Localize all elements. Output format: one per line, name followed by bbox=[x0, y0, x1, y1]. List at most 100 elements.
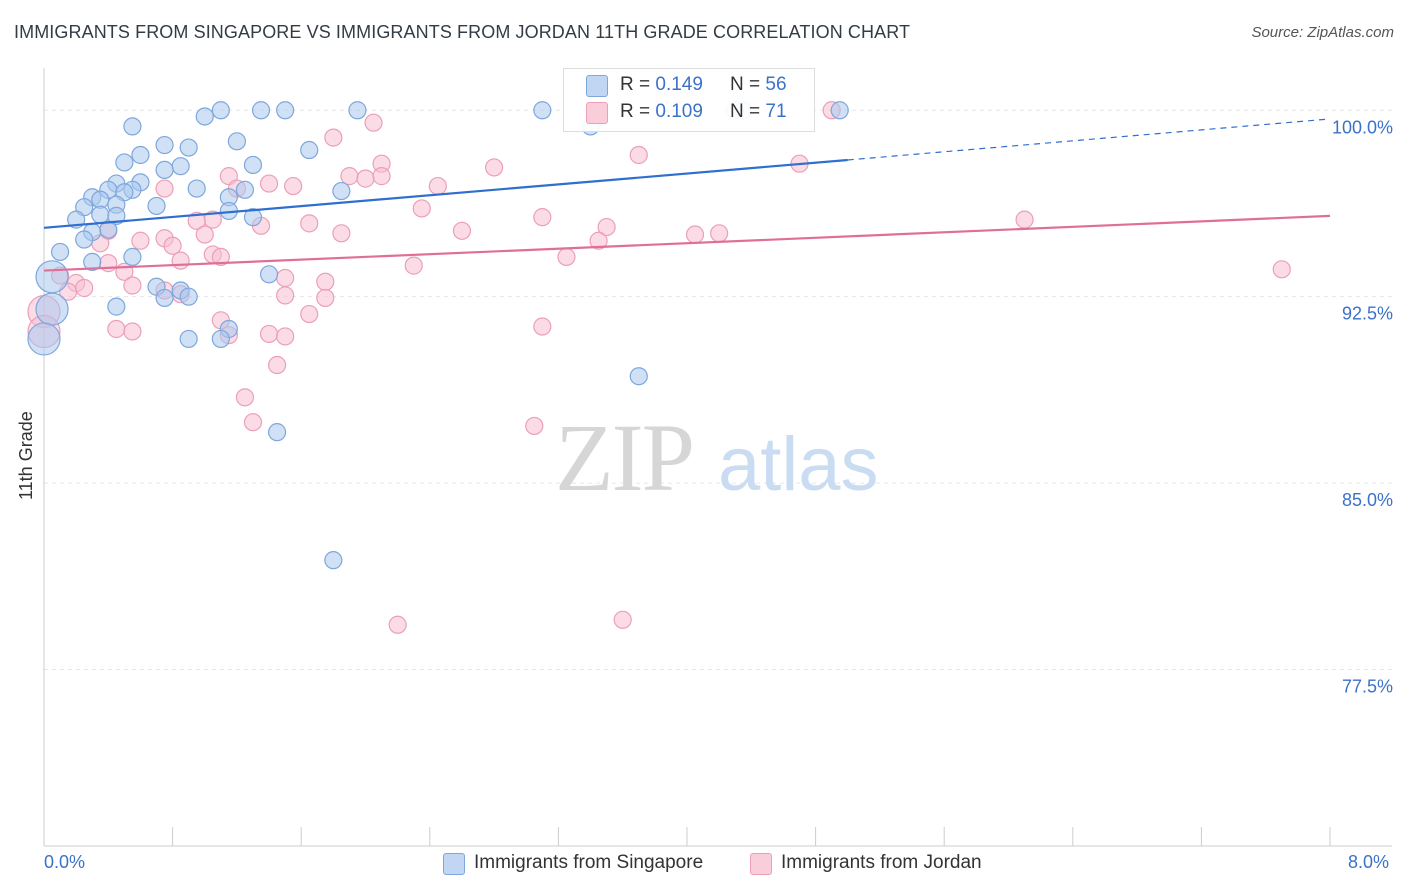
y-tick-labels: 100.0% 92.5% 85.0% 77.5% bbox=[1332, 117, 1393, 696]
data-point bbox=[131, 231, 150, 250]
data-point bbox=[324, 551, 343, 570]
bottom-legend-swatch-singapore bbox=[443, 853, 465, 875]
data-point bbox=[35, 292, 69, 326]
y-tick-label: 85.0% bbox=[1342, 490, 1393, 510]
data-point bbox=[428, 176, 447, 196]
data-point bbox=[372, 167, 391, 186]
data-point bbox=[404, 256, 423, 275]
legend-n-value-singapore: 56 bbox=[765, 74, 787, 95]
data-point bbox=[340, 167, 359, 186]
data-point bbox=[324, 128, 343, 147]
stats-legend: R = 0.149 N = 56 R = 0.109 N = 71 bbox=[563, 68, 815, 132]
data-point bbox=[123, 247, 142, 267]
data-point bbox=[1015, 210, 1034, 229]
data-point bbox=[276, 268, 295, 288]
y-tick-label: 100.0% bbox=[1332, 117, 1393, 137]
watermark: ZIP atlas bbox=[555, 404, 879, 511]
bottom-legend-label-jordan: Immigrants from Jordan bbox=[781, 852, 982, 873]
data-point bbox=[75, 278, 94, 298]
data-point bbox=[211, 247, 230, 267]
data-point bbox=[107, 319, 126, 339]
data-point bbox=[251, 101, 271, 120]
data-point bbox=[710, 224, 729, 243]
data-point bbox=[179, 329, 198, 349]
data-point bbox=[267, 355, 287, 375]
data-point bbox=[267, 423, 287, 442]
data-point bbox=[316, 272, 335, 291]
data-point bbox=[300, 140, 319, 160]
data-point bbox=[75, 230, 94, 249]
data-point bbox=[195, 107, 214, 126]
legend-n-value-jordan: 71 bbox=[765, 101, 787, 122]
legend-n-label: N = bbox=[730, 74, 761, 95]
data-point bbox=[27, 322, 61, 356]
data-point bbox=[187, 211, 206, 230]
data-point bbox=[155, 135, 174, 155]
data-point bbox=[155, 179, 174, 198]
trend-lines bbox=[43, 118, 1331, 272]
data-point bbox=[83, 252, 102, 271]
trend-line-jordan bbox=[43, 214, 1331, 272]
data-point bbox=[243, 208, 263, 227]
data-point bbox=[235, 180, 255, 199]
data-point bbox=[597, 217, 616, 237]
data-point bbox=[533, 208, 552, 227]
data-point bbox=[300, 304, 319, 324]
data-point bbox=[123, 322, 142, 341]
data-point bbox=[1272, 260, 1291, 279]
data-point bbox=[284, 176, 303, 196]
data-point bbox=[629, 145, 648, 165]
data-point bbox=[50, 242, 70, 262]
axes bbox=[43, 68, 1392, 847]
data-point bbox=[533, 317, 552, 336]
data-point bbox=[685, 225, 705, 244]
legend-r-value-singapore: 0.149 bbox=[655, 74, 703, 95]
data-point bbox=[557, 247, 576, 267]
legend-r-value-jordan: 0.109 bbox=[655, 101, 703, 122]
data-point bbox=[629, 367, 648, 386]
data-point bbox=[364, 113, 383, 132]
data-point bbox=[35, 260, 69, 294]
legend-r-label: R = bbox=[620, 101, 651, 122]
legend-n-label: N = bbox=[730, 101, 761, 122]
data-point bbox=[147, 196, 166, 216]
data-point bbox=[332, 224, 351, 243]
data-point bbox=[123, 276, 142, 295]
watermark-zip: ZIP bbox=[555, 404, 693, 511]
series-jordan-points bbox=[27, 101, 1291, 634]
data-point bbox=[300, 214, 319, 233]
data-point bbox=[187, 179, 206, 198]
data-point bbox=[485, 158, 504, 177]
y-tick-label: 77.5% bbox=[1342, 677, 1393, 697]
y-axis-label: 11th Grade bbox=[16, 411, 36, 500]
data-point bbox=[123, 117, 142, 136]
data-point bbox=[131, 145, 150, 165]
legend-swatch-jordan bbox=[586, 102, 608, 124]
data-point bbox=[276, 101, 295, 120]
data-point bbox=[179, 138, 198, 157]
data-point bbox=[243, 155, 263, 175]
x-tick-label-max: 8.0% bbox=[1348, 852, 1390, 872]
data-point bbox=[227, 132, 246, 151]
data-point bbox=[276, 327, 295, 346]
data-point bbox=[613, 610, 632, 629]
data-point bbox=[388, 615, 407, 634]
data-point bbox=[259, 174, 279, 193]
data-point bbox=[412, 199, 431, 218]
data-point bbox=[356, 169, 375, 188]
data-point bbox=[107, 297, 126, 316]
data-point bbox=[316, 288, 335, 308]
data-point bbox=[259, 324, 279, 344]
data-point bbox=[91, 205, 110, 224]
data-point bbox=[195, 225, 214, 244]
data-point bbox=[348, 101, 367, 120]
data-point bbox=[171, 157, 190, 176]
legend-r-label: R = bbox=[620, 74, 651, 95]
data-point bbox=[525, 416, 544, 436]
chart-title: IMMIGRANTS FROM SINGAPORE VS IMMIGRANTS … bbox=[14, 22, 911, 42]
data-point bbox=[533, 101, 552, 120]
data-point bbox=[107, 206, 126, 225]
data-point bbox=[235, 388, 255, 407]
trend-line-singapore bbox=[43, 158, 848, 229]
